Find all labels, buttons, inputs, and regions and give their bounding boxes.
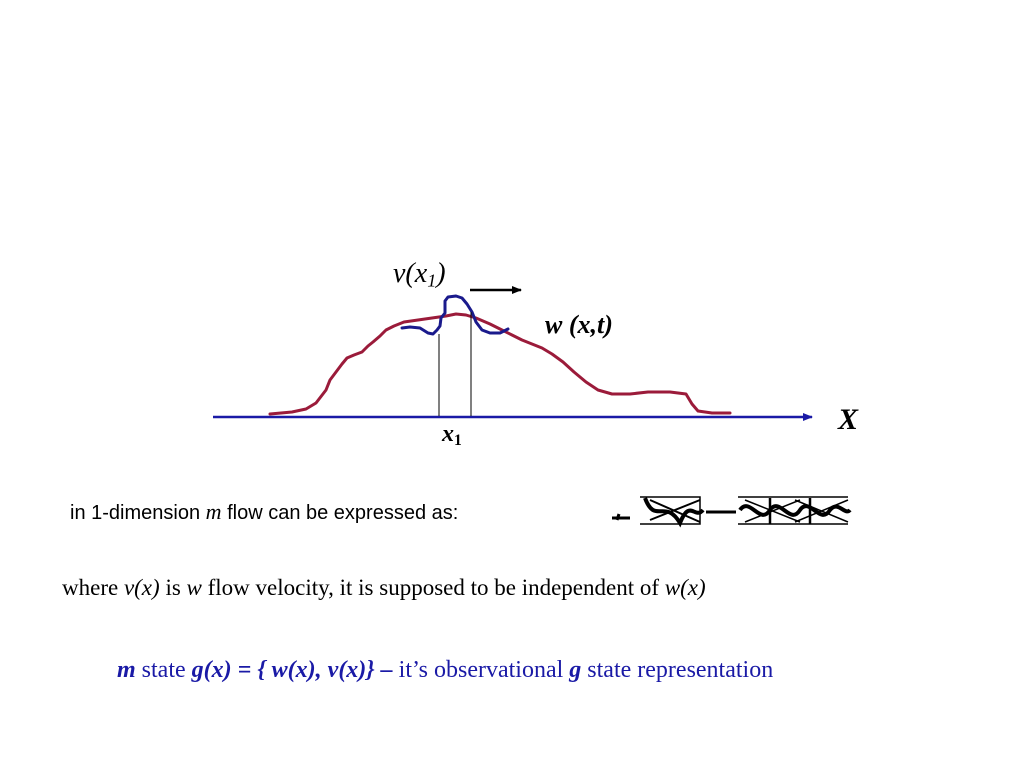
wave-label: w (x,t)	[545, 310, 613, 339]
velocity-label: v(x1)	[393, 258, 446, 291]
axis-label: X	[838, 403, 859, 436]
garbled-equation-icon	[612, 496, 852, 528]
sentence-state: m state g(x) = { w(x), v(x)} – it’s obse…	[117, 657, 774, 683]
point-label: x1	[442, 421, 462, 449]
wave-curve	[268, 312, 732, 416]
velocity-pulse	[400, 294, 510, 336]
sentence-velocity: where v(x) is w flow velocity, it is sup…	[62, 575, 706, 600]
sentence-expression: in 1-dimension m flow can be expressed a…	[70, 499, 459, 524]
